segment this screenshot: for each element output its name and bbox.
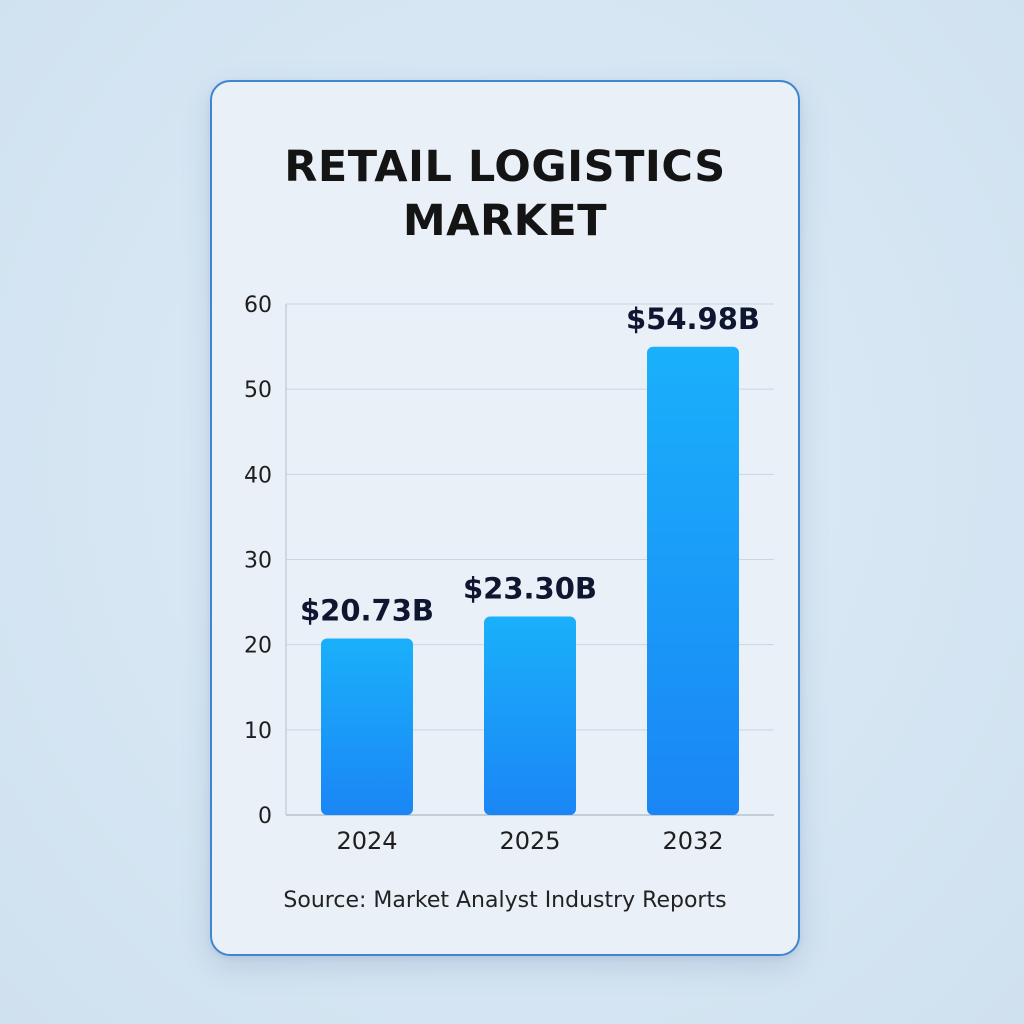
data-label-2032: $54.98B [626,302,760,336]
y-tick-label: 0 [258,804,272,829]
y-tick-label: 20 [244,634,272,659]
bar-2024 [321,638,413,815]
data-label-2024: $20.73B [300,593,434,627]
bar-chart: 0 10 20 30 40 50 60 $20.73B $23.30B $54.98B 2024… [244,293,774,855]
chart-title-line-1: RETAIL LOGISTICS [284,142,726,192]
y-tick-label: 50 [244,378,272,403]
x-tick-label: 2032 [662,827,723,855]
y-tick-label: 30 [244,549,272,574]
y-tick-label: 60 [244,293,272,318]
bar-2032 [647,346,739,815]
x-axis-ticks: 2024 2025 2032 [336,827,723,855]
y-axis-ticks: 0 10 20 30 40 50 60 [244,293,272,829]
x-tick-label: 2024 [336,827,397,855]
chart-card: RETAIL LOGISTICS MARKET 0 10 20 30 40 50 60 $2… [210,80,800,956]
data-labels: $20.73B $23.30B $54.98B [300,302,760,628]
chart-title-line-2: MARKET [402,196,608,246]
bar-2025 [484,616,576,815]
data-label-2025: $23.30B [463,572,597,606]
x-tick-label: 2025 [499,827,560,855]
y-tick-label: 40 [244,463,272,488]
source-note: Source: Market Analyst Industry Reports [283,888,727,913]
chart-title: RETAIL LOGISTICS MARKET [212,140,798,248]
y-tick-label: 10 [244,719,272,744]
bars [321,346,739,815]
